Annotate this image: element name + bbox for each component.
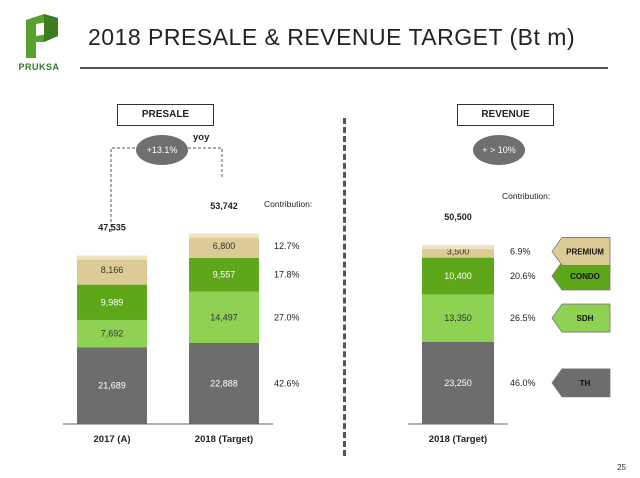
revenue-contribution-header: Contribution: <box>502 191 550 201</box>
presale-category-1: 2018 (Target) <box>195 434 253 445</box>
presale-bar-top-shine-1 <box>189 233 259 238</box>
yoy-label: yoy <box>193 132 210 143</box>
page-number: 25 <box>617 463 626 472</box>
revenue-category-0: 2018 (Target) <box>429 434 487 445</box>
presale-bar-th-0 <box>77 347 147 424</box>
legend-label-premium: PREMIUM <box>566 247 604 256</box>
yoy-bracket-left <box>110 147 136 232</box>
yoy-bracket-right <box>188 147 223 178</box>
presale-value-th-1: 22,888 <box>210 378 238 388</box>
revenue-bar-sdh-0 <box>422 294 494 342</box>
legend-label-th: TH <box>580 379 591 388</box>
presale-bar-sdh-1 <box>189 291 259 343</box>
presale-growth-badge: +13.1% <box>136 135 188 165</box>
revenue-value-sdh-0: 13,350 <box>444 313 472 323</box>
revenue-contribution-th: 46.0% <box>510 378 536 388</box>
pruksa-logo <box>14 12 74 74</box>
revenue-value-condo-0: 10,400 <box>444 271 472 281</box>
revenue-contribution-sdh: 26.5% <box>510 313 536 323</box>
presale-total-1: 53,742 <box>210 201 238 211</box>
revenue-value-premium-0: 3,500 <box>447 246 470 256</box>
presale-category-0: 2017 (A) <box>94 434 131 445</box>
presale-bar-th-1 <box>189 342 259 424</box>
revenue-bar-condo-0 <box>422 257 494 295</box>
presale-value-premium-1: 6,800 <box>213 241 236 251</box>
revenue-growth-badge: + > 10% <box>473 135 525 165</box>
revenue-contribution-premium: 6.9% <box>510 246 531 256</box>
revenue-contribution-condo: 20.6% <box>510 271 536 281</box>
presale-bar-condo-1 <box>189 257 259 292</box>
legend-arrow-th <box>551 368 611 398</box>
logo-text: PRUKSA <box>18 62 60 72</box>
legend-arrow-condo <box>551 261 611 291</box>
legend-arrow-sdh <box>551 303 611 333</box>
presale-contribution-premium: 12.7% <box>274 241 300 251</box>
presale-contribution-sdh: 27.0% <box>274 312 300 322</box>
presale-contribution-condo: 17.8% <box>274 270 300 280</box>
revenue-value-th-0: 23,250 <box>444 378 472 388</box>
presale-bar-sdh-0 <box>77 319 147 348</box>
presale-contribution-th: 42.6% <box>274 378 300 388</box>
page-title: 2018 PRESALE & REVENUE TARGET (Bt m) <box>88 24 576 50</box>
revenue-section-label: REVENUE <box>457 104 554 126</box>
legend-label-sdh: SDH <box>577 314 594 323</box>
presale-contribution-header: Contribution: <box>264 199 312 209</box>
section-divider <box>343 118 346 456</box>
presale-bar-premium-1 <box>189 233 259 258</box>
presale-value-premium-0: 8,166 <box>101 265 124 275</box>
presale-section-label: PRESALE <box>117 104 214 126</box>
revenue-bar-th-0 <box>422 341 494 424</box>
title-underline <box>80 67 608 69</box>
presale-bar-premium-0 <box>77 255 147 285</box>
presale-bar-top-shine-0 <box>77 255 147 260</box>
presale-value-th-0: 21,689 <box>98 381 126 391</box>
revenue-bar-top-shine-0 <box>422 245 494 250</box>
pruksa-logo-mark <box>26 14 58 58</box>
presale-value-condo-0: 9,989 <box>101 297 124 307</box>
presale-value-condo-1: 9,557 <box>213 270 236 280</box>
presale-total-0: 47,535 <box>98 223 126 233</box>
legend-arrow-premium <box>551 237 611 266</box>
presale-value-sdh-0: 7,692 <box>101 329 124 339</box>
presale-bar-condo-0 <box>77 284 147 320</box>
revenue-total-0: 50,500 <box>444 212 472 222</box>
presale-value-sdh-1: 14,497 <box>210 312 238 322</box>
legend-label-condo: CONDO <box>570 272 600 281</box>
